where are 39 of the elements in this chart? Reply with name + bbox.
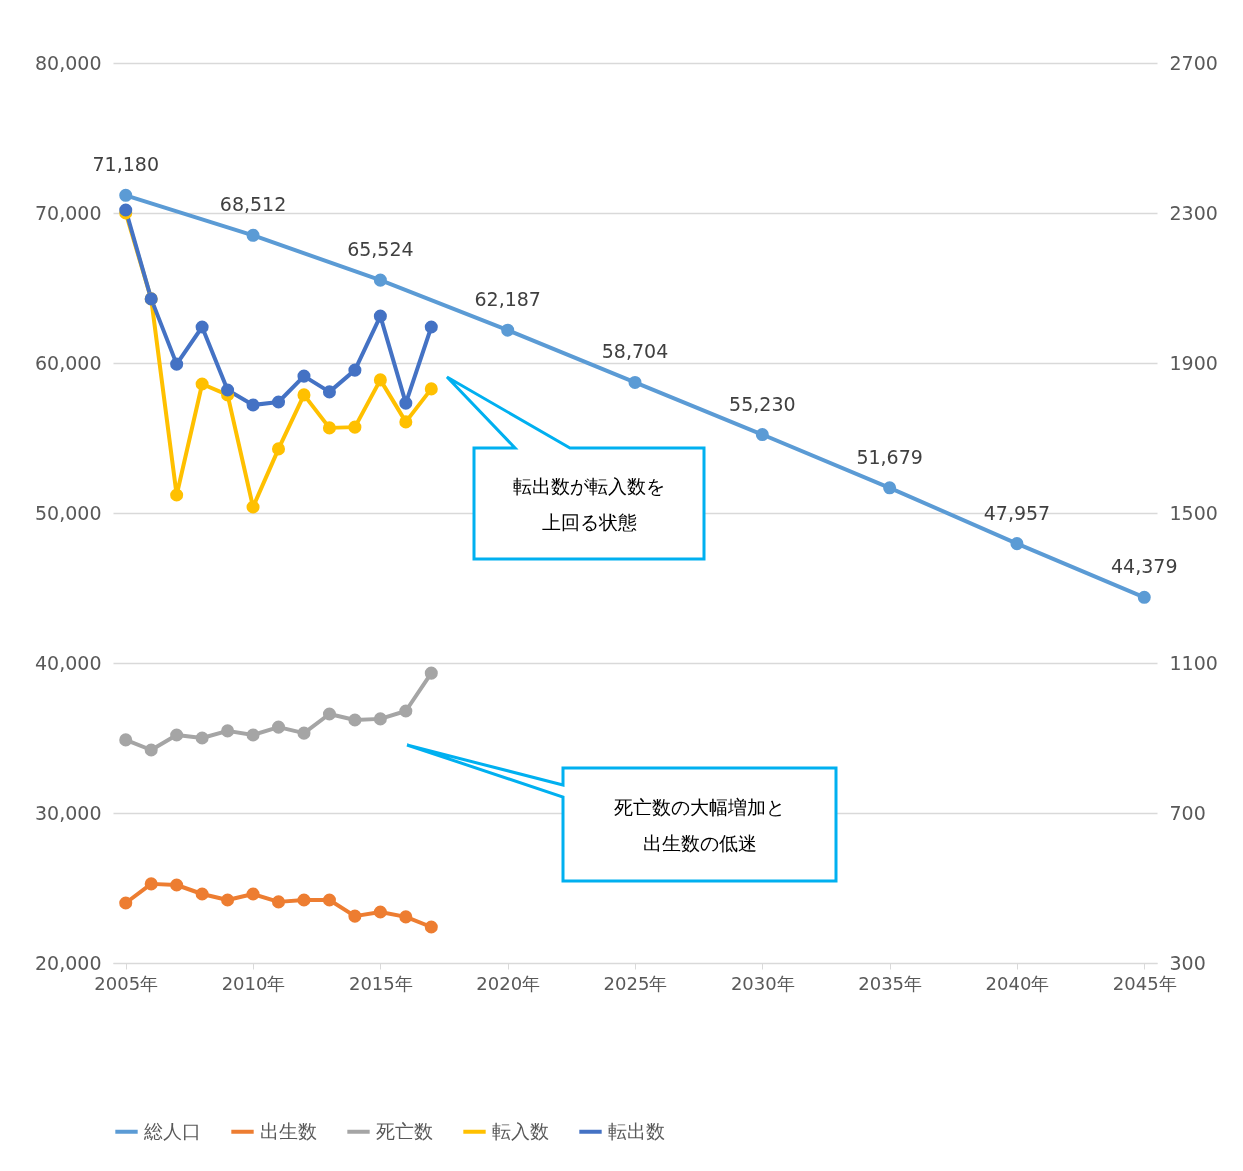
legend-label: 総人口 [143,1119,201,1142]
x-tick-label: 2030年 [730,972,795,994]
y-tick-label: 50,000 [35,501,102,524]
x-tick-label: 2045年 [1112,972,1177,994]
legend-label: 転入数 [492,1119,549,1142]
data-label: 62,187 [474,288,541,311]
data-label: 55,230 [729,392,796,415]
y-tick-label: 40,000 [35,651,102,674]
y2-tick-label: 1900 [1169,351,1218,374]
y2-tick-label: 1500 [1169,501,1218,524]
data-label: 71,180 [92,153,159,176]
data-label: 65,524 [347,238,414,261]
y2-tick-label: 300 [1169,951,1206,974]
x-tick-label: 2005年 [94,972,159,994]
legend-label: 出生数 [260,1119,317,1142]
y-tick-label: 80,000 [35,51,102,74]
y2-tick-label: 2700 [1169,51,1218,74]
x-tick-label: 2020年 [476,972,541,994]
data-label: 47,957 [983,501,1051,524]
data-label: 44,379 [1111,555,1178,578]
x-tick-label: 2035年 [858,972,923,994]
y2-tick-label: 700 [1169,801,1206,824]
annotation: 死亡数の大幅増加と出生数の低迷 [613,794,786,856]
y2-tick-label: 2300 [1169,201,1218,224]
y-tick-label: 30,000 [35,801,102,824]
data-label: 51,679 [856,445,923,468]
x-tick-label: 2025年 [603,972,668,994]
x-tick-label: 2010年 [221,972,286,994]
y-tick-label: 60,000 [35,351,102,374]
data-label: 58,704 [601,340,669,363]
legend-label: 死亡数 [376,1119,433,1142]
legend-label: 転出数 [608,1119,665,1142]
y2-tick-label: 1100 [1169,651,1218,674]
y-tick-label: 20,000 [35,951,102,974]
data-label: 68,512 [219,193,287,216]
x-tick-label: 2015年 [348,972,413,994]
y-tick-label: 70,000 [35,201,102,224]
annotation: 転出数が転入数を上回る状態 [512,473,666,535]
x-tick-label: 2040年 [985,972,1050,994]
